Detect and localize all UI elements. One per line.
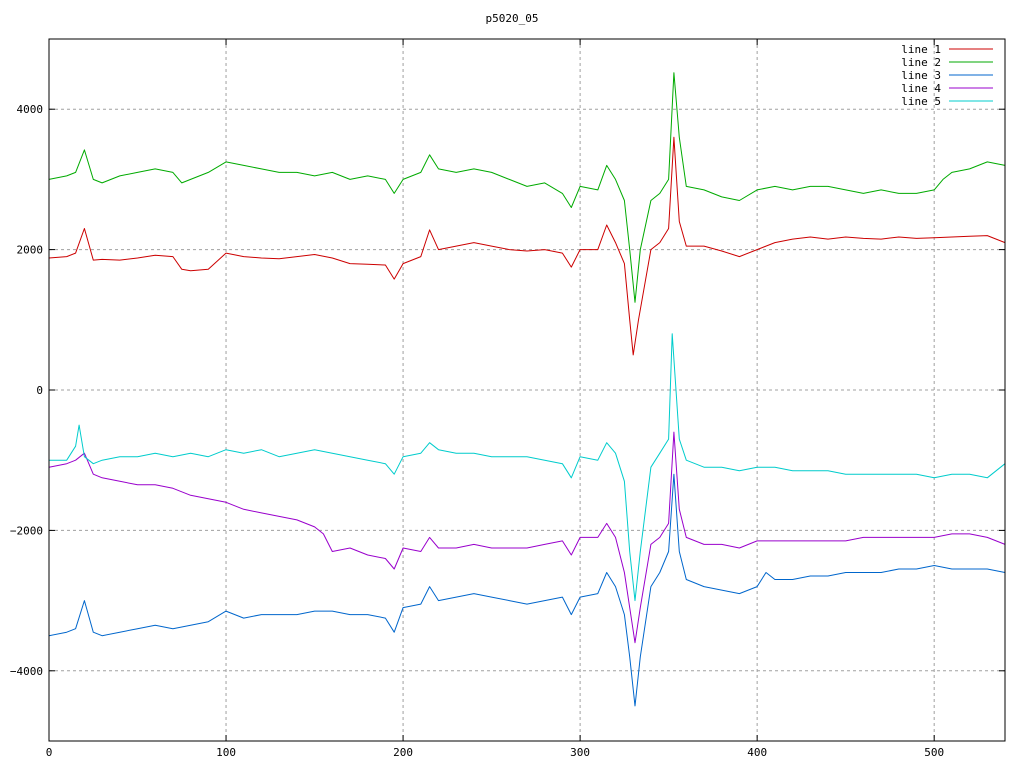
y-tick-label: 0 — [36, 384, 43, 397]
axis-ticks: 0 100 200 300 400 500 −4000 −2000 0 2000 4000 — [10, 39, 1005, 759]
grid — [49, 39, 1005, 741]
series-line-3 — [48, 473, 1006, 707]
x-tick-label: 500 — [924, 746, 944, 759]
chart-title: p5020_05 — [486, 12, 539, 25]
x-tick-label: 0 — [46, 746, 53, 759]
y-tick-label: −4000 — [10, 665, 43, 678]
series-lines — [48, 72, 1006, 707]
x-tick-label: 200 — [393, 746, 413, 759]
legend-label: line 2 — [901, 56, 941, 69]
series-line-5 — [49, 333, 1006, 602]
x-tick-label: 300 — [570, 746, 590, 759]
x-tick-label: 400 — [747, 746, 767, 759]
series-line-4 — [48, 431, 1006, 644]
series-line-2 — [48, 72, 1006, 303]
legend-label: line 3 — [901, 69, 941, 82]
series-line-1 — [48, 136, 1006, 356]
legend-label: line 5 — [901, 95, 941, 108]
legend-label: line 4 — [901, 82, 941, 95]
y-tick-label: 2000 — [17, 244, 44, 257]
x-tick-label: 100 — [216, 746, 236, 759]
y-tick-label: 4000 — [17, 103, 44, 116]
legend-label: line 1 — [901, 43, 941, 56]
y-tick-label: −2000 — [10, 524, 43, 537]
